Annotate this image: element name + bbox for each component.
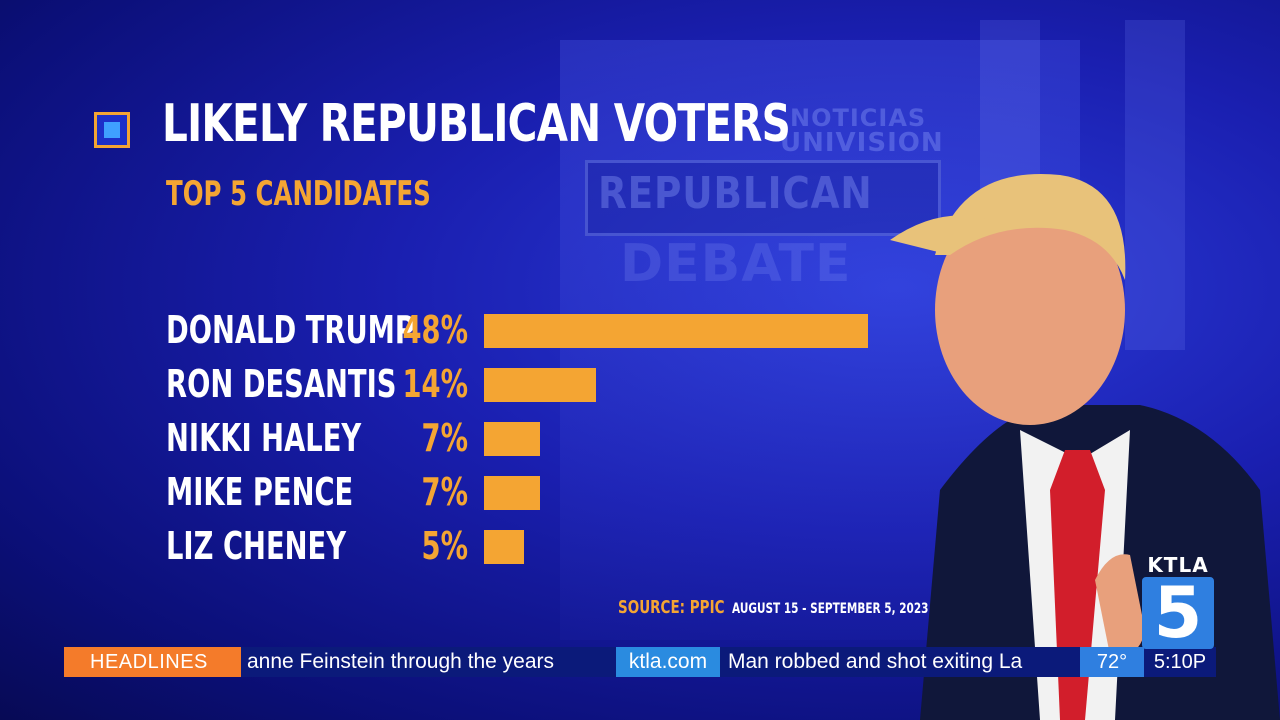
station-logo: KTLA 5: [1142, 553, 1214, 649]
ticker-headline: anne Feinstein through the years: [247, 650, 555, 673]
bar: [484, 422, 540, 456]
candidate-label: MIKE PENCE: [166, 470, 354, 514]
ticker-time: 5:10P: [1144, 647, 1216, 677]
logo-number: 5: [1153, 572, 1203, 654]
value-label: 14%: [402, 362, 468, 406]
candidate-photo: [890, 174, 1280, 720]
bar: [484, 530, 524, 564]
value-label: 7%: [421, 416, 468, 460]
background-text-republican: REPUBLICAN: [598, 168, 873, 219]
ticker-temperature: 72°: [1080, 647, 1144, 677]
graphic-title: LIKELY REPUBLICAN VOTERS: [162, 94, 791, 154]
background-text-debate: DEBATE: [620, 234, 852, 294]
stage-pillar: [1125, 20, 1185, 350]
source-dates: AUGUST 15 - SEPTEMBER 5, 2023: [732, 601, 929, 617]
value-label: 48%: [402, 308, 468, 352]
bar: [484, 476, 540, 510]
candidate-label: DONALD TRUMP: [166, 308, 415, 352]
background-banner: [585, 160, 941, 236]
bar: [484, 368, 596, 402]
candidate-label: NIKKI HALEY: [166, 416, 362, 460]
source-label: SOURCE: PPIC: [618, 597, 725, 618]
ticker-headline: Man robbed and shot exiting La: [728, 650, 1023, 673]
ticker-section-label: HEADLINES: [64, 647, 241, 677]
bar: [484, 314, 868, 348]
value-label: 7%: [421, 470, 468, 514]
candidate-label: LIZ CHENEY: [166, 524, 347, 568]
ticker-site: ktla.com: [616, 647, 720, 677]
source-line: SOURCE: PPIC AUGUST 15 - SEPTEMBER 5, 202…: [618, 597, 928, 618]
value-label: 5%: [421, 524, 468, 568]
title-square-icon: [94, 112, 130, 148]
graphic-subtitle: TOP 5 CANDIDATES: [166, 174, 431, 214]
logo-wordmark: KTLA: [1147, 553, 1209, 577]
background-text-noticias: NOTICIAS: [790, 104, 927, 132]
background-text-univision: UNIVISION: [780, 128, 944, 158]
candidate-label: RON DESANTIS: [166, 362, 397, 406]
